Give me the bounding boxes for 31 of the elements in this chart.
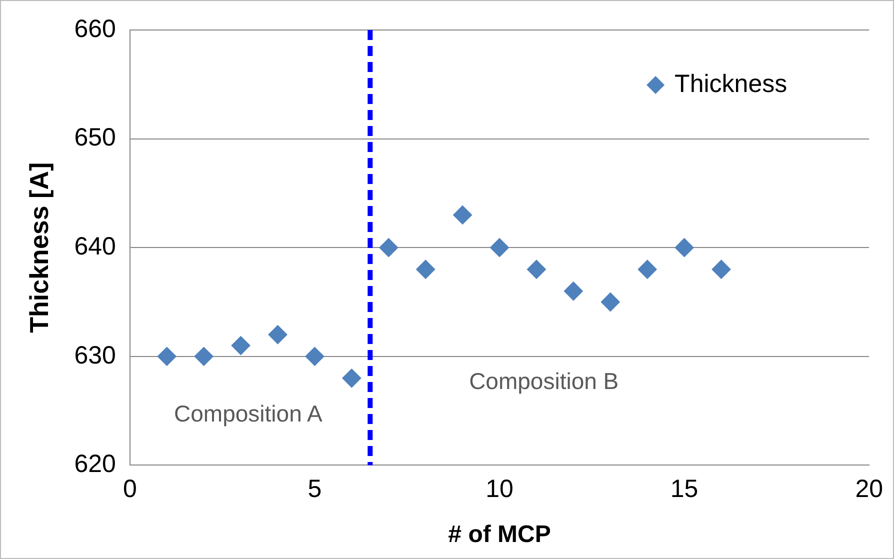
x-tick-label: 0 xyxy=(122,475,137,504)
y-tick-label: 640 xyxy=(74,232,116,260)
point xyxy=(490,238,510,258)
point xyxy=(453,205,472,224)
y-tick-label: 620 xyxy=(74,450,116,478)
x-tick-label: 10 xyxy=(486,475,514,504)
point xyxy=(157,346,176,366)
point xyxy=(674,238,694,258)
point xyxy=(305,346,324,366)
x-axis-title: # of MCP xyxy=(448,521,551,548)
point xyxy=(526,260,546,279)
point xyxy=(564,282,583,301)
point xyxy=(379,238,398,258)
point xyxy=(231,336,250,356)
x-tick-label: 5 xyxy=(308,475,322,504)
y-axis-title: Thickness [A] xyxy=(24,162,54,333)
x-tick-label: 20 xyxy=(855,475,883,504)
point xyxy=(194,346,214,366)
point xyxy=(712,260,731,279)
legend-label: Thickness xyxy=(674,70,788,98)
y-tick-label: 660 xyxy=(74,14,116,43)
point xyxy=(342,368,362,388)
y-tick-label: 650 xyxy=(74,124,116,152)
annotation: Composition B xyxy=(469,368,619,394)
point xyxy=(416,260,436,279)
annotation: Composition A xyxy=(174,400,323,426)
x-tick-label: 15 xyxy=(670,475,698,504)
point xyxy=(268,325,288,344)
y-tick-label: 630 xyxy=(74,341,116,370)
point xyxy=(638,260,657,279)
point xyxy=(600,292,620,312)
